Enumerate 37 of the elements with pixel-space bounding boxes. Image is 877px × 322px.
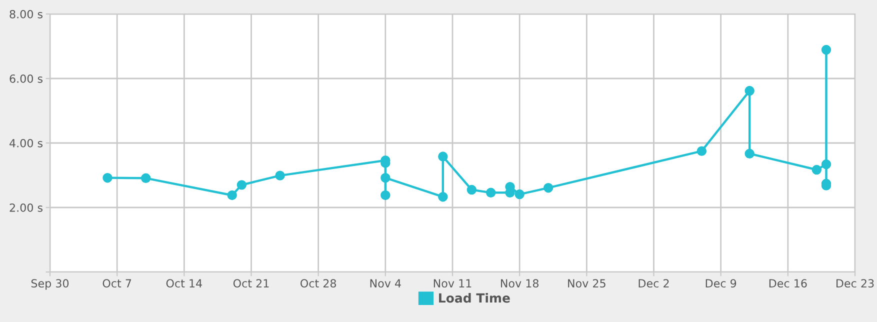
point <box>102 172 112 183</box>
point <box>380 172 390 183</box>
y-tick-label: 2.00 s <box>10 203 43 212</box>
y-tick-label: 8.00 s <box>10 10 43 18</box>
x-tick-label: Nov 4 <box>370 279 401 288</box>
x-tick-label: Dec 9 <box>706 279 736 288</box>
x-tick-label: Dec 23 <box>836 279 874 288</box>
legend-label: Load Time <box>439 293 510 303</box>
x-tick-label: Oct 28 <box>300 279 336 288</box>
point <box>744 148 754 159</box>
x-tick-label: Oct 21 <box>233 279 269 288</box>
x-tick-label: Nov 18 <box>500 279 538 288</box>
point <box>821 44 832 55</box>
point <box>466 184 477 195</box>
point <box>812 164 822 175</box>
point <box>696 146 707 156</box>
point <box>486 188 496 198</box>
x-tick-label: Sep 30 <box>31 279 69 290</box>
y-tick-label: 6.00 s <box>10 74 43 83</box>
x-tick-label: Dec 2 <box>638 279 669 288</box>
point <box>514 189 524 200</box>
point <box>543 182 554 193</box>
point <box>821 159 832 170</box>
point <box>275 170 285 180</box>
point <box>438 192 448 202</box>
x-tick-label: Oct 14 <box>166 279 202 288</box>
x-tick-label: Oct 7 <box>102 279 132 288</box>
y-tick-label: 4.00 s <box>10 138 43 148</box>
x-tick-label: Nov 25 <box>568 279 606 288</box>
point <box>438 152 448 162</box>
point <box>744 86 754 96</box>
point <box>236 180 247 190</box>
x-tick-label: Dec 16 <box>769 279 807 288</box>
point <box>227 190 237 200</box>
point <box>380 190 390 200</box>
point <box>140 173 151 184</box>
x-tick-label: Nov 11 <box>434 279 472 288</box>
